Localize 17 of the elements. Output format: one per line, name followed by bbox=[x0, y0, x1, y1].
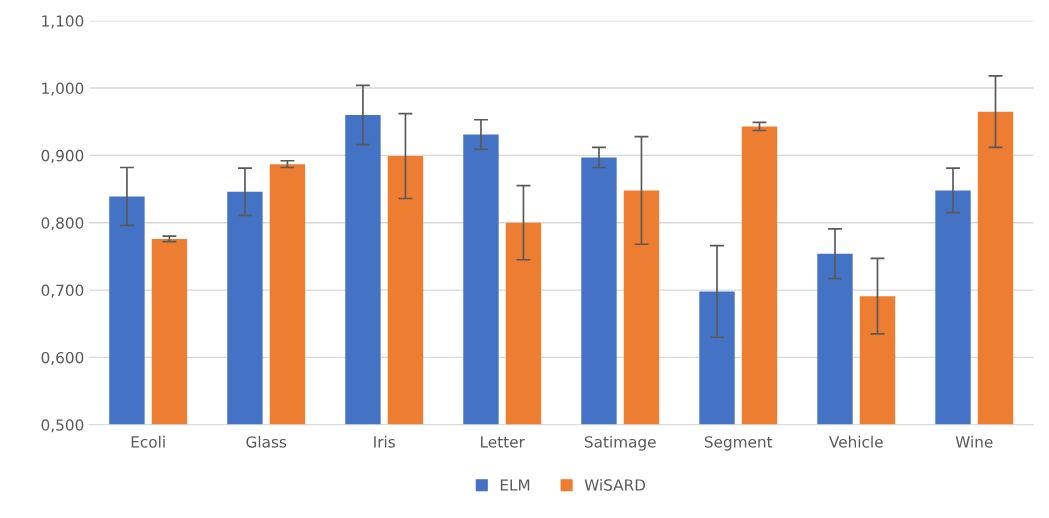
x-tick-label: Vehicle bbox=[829, 435, 883, 448]
y-tick-label: 1,100 bbox=[42, 15, 84, 29]
x-tick-label: Iris bbox=[374, 435, 395, 448]
x-tick-label: Satimage bbox=[584, 435, 656, 451]
x-tick-label: Segment bbox=[704, 436, 773, 451]
x-tick-label: Glass bbox=[246, 435, 287, 448]
y-tick-label: 0,500 bbox=[41, 419, 84, 433]
y-tick-label: 0,700 bbox=[41, 284, 84, 298]
y-tick-label: 0,900 bbox=[41, 149, 84, 163]
legend-label: ELM bbox=[500, 479, 530, 491]
y-tick-label: 0,600 bbox=[41, 351, 84, 365]
legend-label: WiSARD bbox=[584, 478, 646, 491]
x-tick-label: Letter bbox=[481, 436, 525, 448]
y-tick-label: 0,800 bbox=[41, 217, 84, 231]
x-tick-label: Wine bbox=[955, 435, 993, 448]
x-tick-label: Ecoli bbox=[131, 435, 165, 448]
y-tick-label: 1,000 bbox=[42, 82, 84, 96]
